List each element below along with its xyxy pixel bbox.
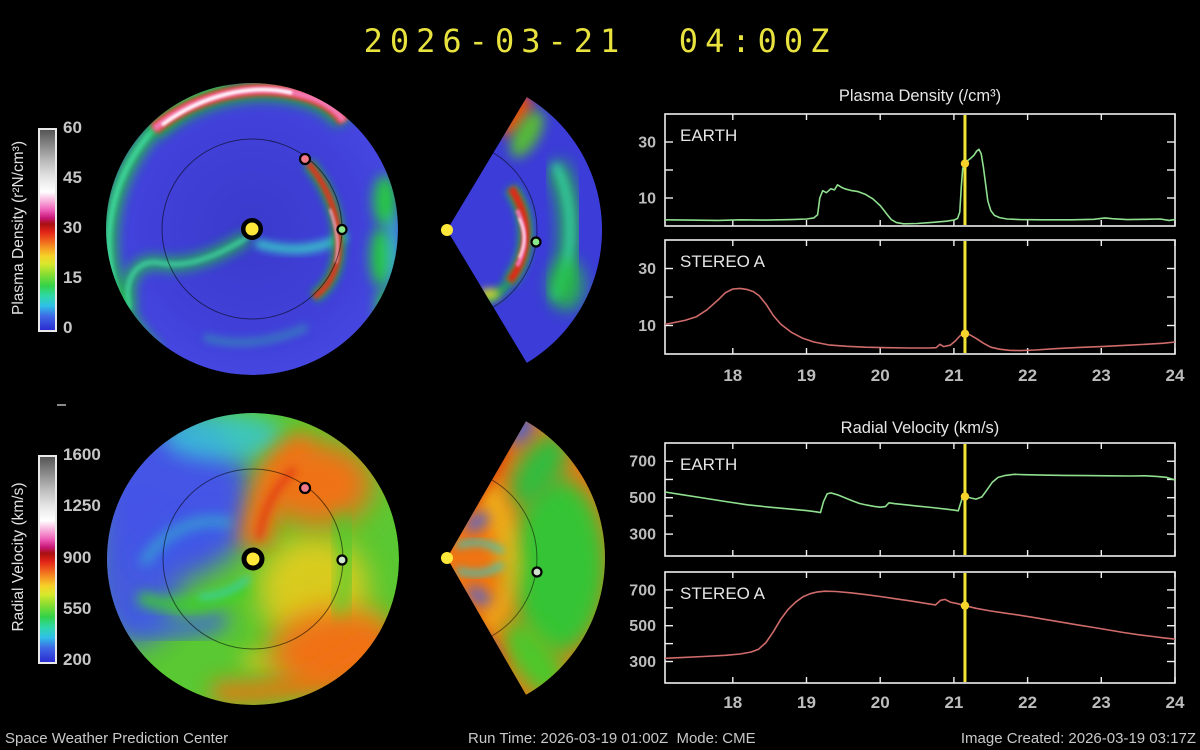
earth-marker <box>336 223 348 236</box>
forecast-cursor-dot <box>960 159 970 168</box>
series-line-stereo-a <box>664 590 1176 660</box>
x-tick-label: 20 <box>871 366 890 385</box>
panel-label: EARTH <box>680 455 737 474</box>
orbit-arc <box>491 479 538 637</box>
x-tick-label: 18 <box>723 693 742 712</box>
x-tick-label: 19 <box>797 366 816 385</box>
series-line-earth <box>664 473 1176 514</box>
y-tick-label: 30 <box>638 261 656 278</box>
forecast-cursor-dot <box>960 601 970 610</box>
x-tick-label: 22 <box>1018 693 1037 712</box>
x-tick-label: 23 <box>1092 693 1111 712</box>
stereo-a-marker <box>298 152 312 166</box>
y-tick-label: 700 <box>629 454 656 471</box>
panel-label: STEREO A <box>680 584 766 603</box>
y-tick-label: 300 <box>629 654 656 671</box>
colorbar-tick-label: 1600 <box>63 445 101 464</box>
density-colorbar-gradient <box>40 130 55 330</box>
forecast-cursor-dot <box>960 492 970 501</box>
x-tick-label: 18 <box>723 366 742 385</box>
colorbar-tick-label: 1250 <box>63 496 101 516</box>
colorbar-tick-label: 900 <box>63 547 92 567</box>
x-tick-label: 24 <box>1166 366 1185 385</box>
x-tick-label: 20 <box>871 693 890 712</box>
footer-run-info: Run Time: 2026-03-19 01:00Z Mode: CME <box>468 730 756 747</box>
panel-label: EARTH <box>680 126 737 145</box>
y-tick-label: 30 <box>638 135 656 152</box>
x-tick-label: 19 <box>797 693 816 712</box>
earth-marker <box>531 566 543 578</box>
x-tick-label: 23 <box>1092 366 1111 385</box>
x-tick-label: 22 <box>1018 366 1037 385</box>
colorbar-tick-label: 45 <box>63 168 82 187</box>
forecast-cursor-dot <box>960 329 970 338</box>
density-colorbar <box>38 128 57 332</box>
chart-group-title: Plasma Density (/cm³) <box>839 87 1001 105</box>
panel-frame <box>664 571 1176 684</box>
y-tick-label: 500 <box>629 490 656 507</box>
panel-label: STEREO A <box>680 252 766 271</box>
x-tick-label: 21 <box>944 693 963 712</box>
colorbar-tick-label: 200 <box>63 650 92 669</box>
y-tick-label: 10 <box>638 318 656 335</box>
colorbar-tick-label: 0 <box>63 318 73 337</box>
panel-frame <box>664 113 1176 227</box>
stereo-a-marker <box>298 481 312 495</box>
orbit-arc <box>493 152 538 308</box>
chart-group-title: Radial Velocity (km/s) <box>841 419 1000 437</box>
velocity-colorbar-gradient <box>40 457 55 662</box>
page-title: 2026-03-21 04:00Z <box>363 22 837 60</box>
footer-brand: Space Weather Prediction Center <box>5 730 229 747</box>
earth-marker <box>530 236 542 248</box>
panel-frame <box>664 442 1176 557</box>
earth-marker <box>336 554 348 566</box>
dash-mark <box>57 404 66 406</box>
x-tick-label: 21 <box>944 366 963 385</box>
series-line-earth <box>664 148 1176 225</box>
colorbar-tick-label: 15 <box>63 268 82 287</box>
y-tick-label: 700 <box>629 582 656 599</box>
velocity-colorbar-title: Radial Velocity (km/s) <box>10 482 27 632</box>
series-line-stereo-a <box>664 287 1176 352</box>
colorbar-tick-label: 550 <box>63 598 92 618</box>
sun-marker <box>441 552 453 564</box>
velocity-colorbar <box>38 455 57 664</box>
density-colorbar-title: Plasma Density (r²N/cm³) <box>10 141 27 315</box>
footer-image-created: Image Created: 2026-03-19 03:17Z <box>960 730 1196 747</box>
y-tick-label: 500 <box>629 618 656 635</box>
y-tick-label: 300 <box>629 527 656 544</box>
sun-marker <box>441 224 453 236</box>
colorbar-tick-label: 60 <box>63 118 82 137</box>
y-tick-label: 10 <box>638 191 656 208</box>
x-tick-label: 24 <box>1166 693 1185 712</box>
colorbar-tick-label: 30 <box>63 218 82 237</box>
